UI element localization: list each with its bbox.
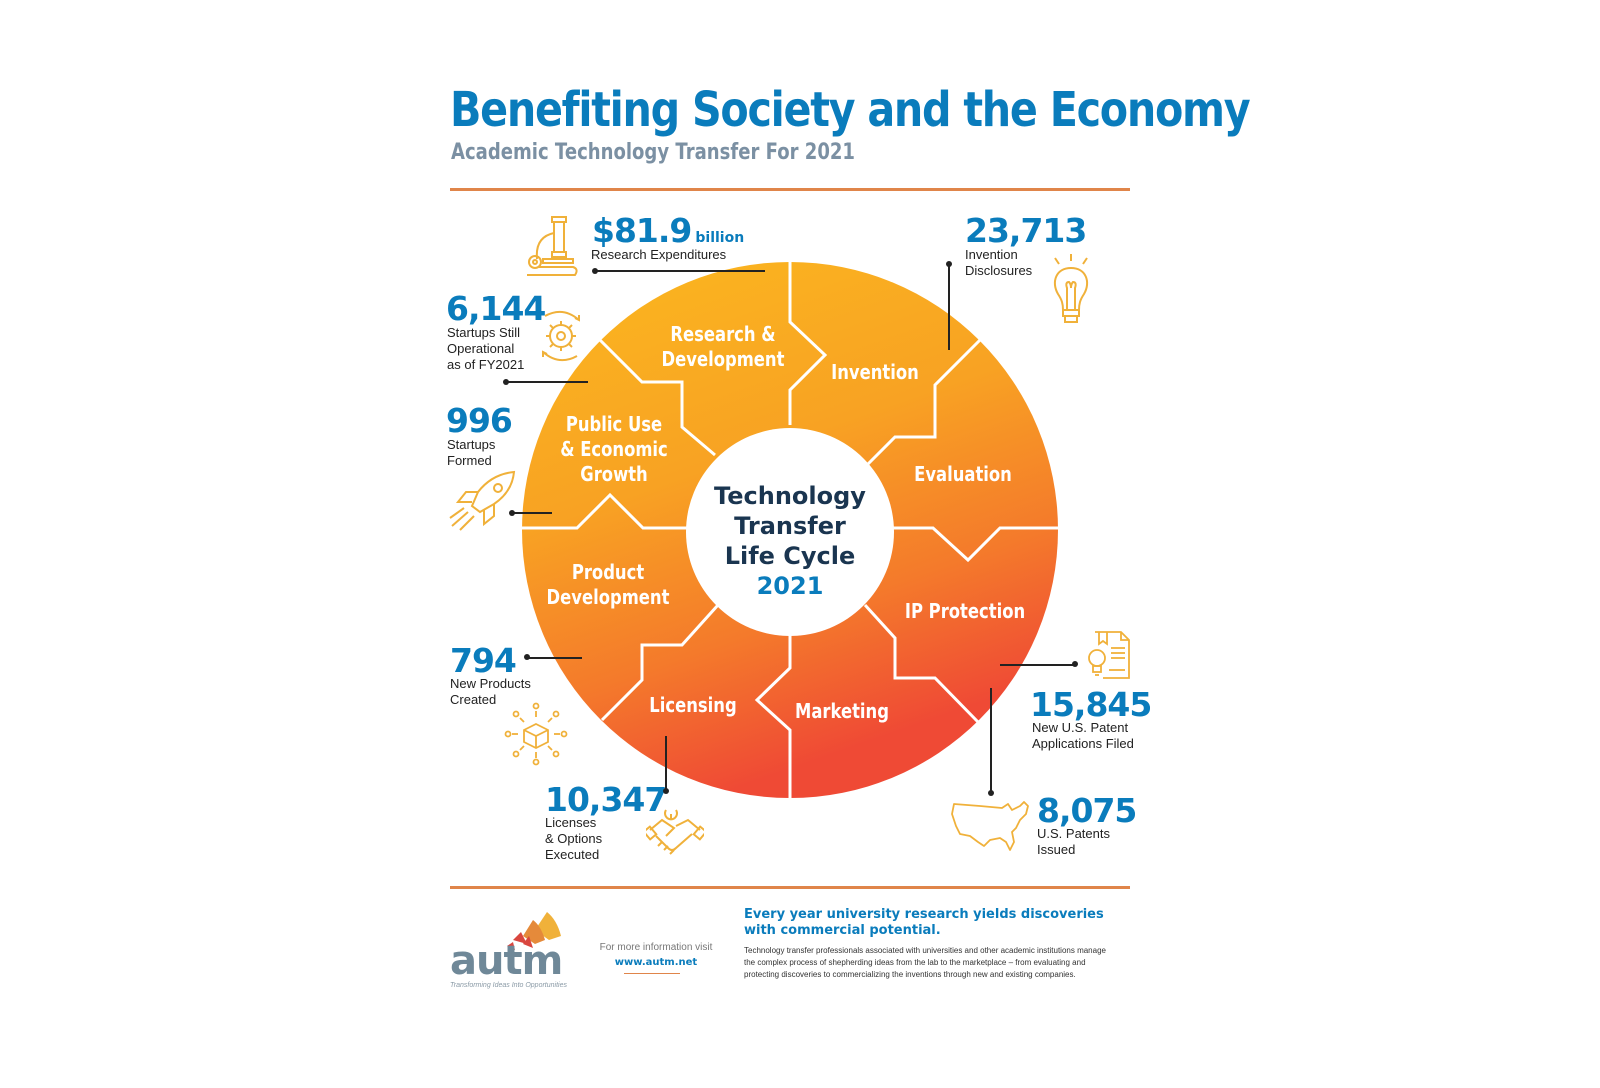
headline-line: Every year university research yields di…: [744, 907, 1104, 922]
wheel-center-title: Technology Transfer Life Cycle 2021: [690, 481, 890, 601]
segment-label-line: Development: [546, 585, 670, 609]
segment-invention: Invention: [818, 360, 933, 385]
segment-label-line: Licensing: [649, 693, 737, 717]
stat-patent-apps-label: New U.S. Patent Applications Filed: [1032, 720, 1134, 752]
stat-label-line: Executed: [545, 847, 600, 862]
segment-label-line: & Economic: [560, 437, 668, 461]
stat-patent-apps-value: 15,845: [1030, 685, 1152, 724]
microscope-icon: [527, 216, 578, 276]
stat-label-line: New Products: [450, 676, 531, 691]
stat-label-line: Applications Filed: [1032, 736, 1134, 751]
stat-licenses-label: Licenses & Options Executed: [545, 815, 602, 863]
stat-label-line: U.S. Patents: [1037, 826, 1110, 841]
stat-startups-formed-value: 996: [446, 401, 513, 440]
segment-ip-protection: IP Protection: [899, 599, 1030, 624]
segment-label-line: Public Use: [565, 412, 663, 436]
stat-label-line: Formed: [447, 453, 492, 468]
page-subtitle: Academic Technology Transfer For 2021: [451, 140, 855, 165]
stat-label-line: Issued: [1037, 842, 1076, 857]
center-line: Technology: [714, 482, 866, 510]
leader-line: [948, 264, 950, 350]
stat-patents-issued-value: 8,075: [1037, 791, 1137, 830]
leader-line: [506, 381, 588, 383]
footer-headline: Every year university research yields di…: [744, 907, 1114, 939]
segment-licensing: Licensing: [636, 693, 751, 718]
stat-invention-label: Invention Disclosures: [965, 247, 1032, 279]
leader-line: [595, 270, 765, 272]
stat-startups-operational-label: Startups Still Operational as of FY2021: [447, 325, 524, 373]
segment-label-line: Development: [661, 347, 785, 371]
segment-label-line: Product: [571, 560, 645, 584]
footer-divider: [450, 886, 1130, 889]
stat-label-line: Disclosures: [965, 263, 1033, 278]
leader-line: [665, 736, 667, 790]
leader-dot: [1072, 661, 1078, 667]
autm-logo-mark: [507, 912, 561, 950]
stat-label-line: Licenses: [545, 815, 597, 830]
handshake-icon: [646, 809, 704, 855]
center-line: Transfer: [734, 512, 846, 540]
stat-research-value: $81.9 billion: [592, 214, 744, 247]
stat-label-line: Startups Still: [447, 325, 520, 340]
segment-product-development: Product Development: [542, 560, 673, 610]
segment-label-line: Marketing: [795, 699, 889, 723]
website-link[interactable]: www.autm.net: [614, 957, 698, 968]
header-divider: [450, 188, 1130, 191]
segment-label-line: Research &: [670, 322, 776, 346]
stat-startups-operational-value: 6,144: [446, 289, 546, 328]
leader-line: [990, 688, 992, 792]
stat-licenses-value: 10,347: [545, 780, 667, 819]
stat-label-line: & Options: [545, 831, 603, 846]
page-title: Benefiting Society and the Economy: [450, 82, 1251, 138]
box-network-icon: [504, 702, 568, 766]
url-underline: [624, 973, 680, 974]
stat-label-line: New U.S. Patent: [1032, 720, 1129, 735]
autm-logo-text: autm: [450, 938, 563, 984]
stat-research-label: Research Expenditures: [591, 247, 727, 262]
rocket-icon: [449, 470, 516, 531]
patent-document-icon: [1088, 631, 1130, 679]
visit-label: For more information visit: [599, 942, 713, 953]
stat-label-line: Operational: [447, 341, 515, 356]
life-cycle-wheel: [522, 262, 1058, 798]
lightbulb-icon: [1053, 254, 1089, 323]
stat-label-line: Startups: [447, 437, 496, 452]
leader-line: [512, 512, 552, 514]
leader-dot: [663, 788, 669, 794]
center-year: 2021: [756, 572, 824, 600]
leader-dot: [988, 790, 994, 796]
stat-unit: billion: [695, 230, 745, 246]
segment-label-line: Growth: [580, 462, 648, 486]
headline-line: with commercial potential.: [744, 923, 941, 938]
stat-invention-value: 23,713: [965, 211, 1087, 250]
segment-evaluation: Evaluation: [906, 462, 1021, 487]
stat-label-line: Invention: [965, 247, 1018, 262]
leader-line: [527, 657, 582, 659]
stat-products-value: 794: [450, 641, 517, 680]
segment-label-line: Evaluation: [914, 462, 1012, 486]
footer-description: Technology transfer professionals associ…: [744, 946, 1106, 979]
stat-label-line: Created: [450, 692, 497, 707]
segment-public-use: Public Use & Economic Growth: [548, 412, 679, 487]
leader-line: [1000, 664, 1074, 666]
segment-label-line: IP Protection: [904, 599, 1026, 623]
stat-label-line: as of FY2021: [447, 357, 525, 372]
segment-marketing: Marketing: [785, 699, 900, 724]
gear-cycle-icon: [542, 310, 580, 362]
autm-tagline: Transforming Ideas Into Opportunities: [450, 982, 567, 989]
segment-research-development: Research & Development: [649, 322, 797, 372]
us-map-icon: [951, 801, 1029, 851]
stat-patents-issued-label: U.S. Patents Issued: [1037, 826, 1110, 858]
center-line: Life Cycle: [724, 542, 856, 570]
segment-label-line: Invention: [831, 360, 919, 384]
stat-value: $81.9: [592, 211, 692, 250]
stat-startups-formed-label: Startups Formed: [447, 437, 495, 469]
stat-products-label: New Products Created: [450, 676, 531, 708]
